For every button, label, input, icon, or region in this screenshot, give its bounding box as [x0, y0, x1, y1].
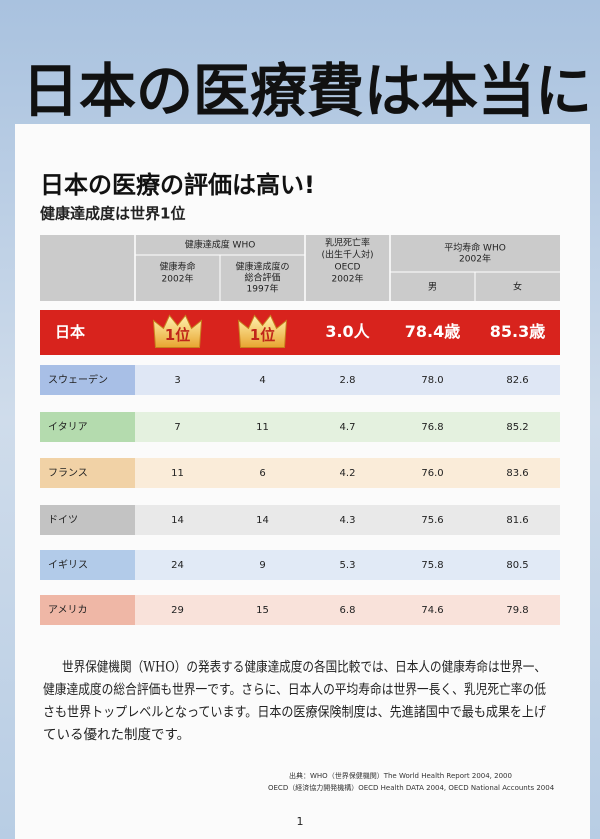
row-label: イギリス	[48, 559, 88, 571]
cell-value: 9	[259, 560, 265, 571]
cell-value: 78.0	[421, 375, 443, 386]
cell-value: 11	[171, 468, 184, 479]
cell-value: 85.2	[506, 422, 528, 433]
column-header: 男	[428, 282, 437, 293]
body-line: ている優れた制度です。	[43, 727, 190, 743]
section-subheading: 健康達成度は世界1位	[40, 205, 185, 223]
crown-icon	[152, 314, 203, 348]
row-label: フランス	[48, 467, 88, 479]
cell-value: 75.6	[421, 515, 443, 526]
column-header: 女	[513, 281, 522, 293]
rank-label: 1位	[165, 326, 190, 344]
row-background	[135, 365, 560, 395]
column-group-header: 平均寿命 WHO	[444, 242, 506, 254]
body-line: さも世界トップレベルとなっています。日本の医療保険制度は、先進諸国中で最も成果を…	[43, 704, 546, 721]
row-label-background	[40, 505, 135, 535]
body-line: 健康達成度の総合評価も世界一です。さらに、日本人の平均寿命は世界一長く、乳児死亡…	[43, 681, 546, 698]
column-header: 1997年	[247, 283, 279, 295]
row-label: 日本	[55, 323, 85, 341]
cell-value: 75.8	[421, 560, 443, 571]
cell-value: 29	[171, 605, 184, 616]
row-label-background	[40, 595, 135, 625]
cell-value: 4	[259, 375, 265, 386]
rank-label: 1位	[250, 326, 275, 344]
cell-value: 2.8	[340, 375, 356, 386]
cell-value: 14	[171, 515, 184, 526]
cell-value: 80.5	[506, 560, 528, 571]
crown-icon	[237, 314, 288, 348]
cell-value: 76.0	[421, 468, 443, 479]
header-background	[40, 235, 560, 301]
body-line: 世界保健機関（WHO）の発表する健康達成度の各国比較では、日本人の健康寿命は世界…	[62, 659, 546, 676]
row-label-background	[40, 412, 135, 442]
page-number: 1	[297, 815, 304, 828]
cell-value: 4.3	[340, 515, 356, 526]
body-text: 世界保健機関（WHO）の発表する健康達成度の各国比較では、日本人の健康寿命は世界…	[43, 659, 546, 744]
column-header: 健康寿命	[159, 261, 195, 273]
cell-value: 6	[259, 468, 265, 479]
row-label-background	[40, 458, 135, 488]
row-label-background	[40, 550, 135, 580]
row-background	[135, 412, 560, 442]
section-heading: 日本の医療の評価は高い!	[40, 171, 315, 199]
column-header: 乳児死亡率	[325, 237, 370, 249]
column-group-header: 健康達成度 WHO	[185, 239, 256, 251]
cell-value: 7	[174, 422, 180, 433]
cell-value: 81.6	[506, 515, 528, 526]
cell-value: 24	[171, 560, 184, 571]
row-label: ドイツ	[48, 515, 78, 526]
cell-value: 5.3	[340, 560, 356, 571]
cell-value: 83.6	[506, 468, 528, 479]
column-header: 健康達成度の	[235, 261, 289, 273]
cell-value: 14	[256, 515, 269, 526]
cell-value: 6.8	[340, 605, 356, 616]
cell-value: 79.8	[506, 605, 528, 616]
row-background	[135, 550, 560, 580]
row-label-background	[40, 365, 135, 395]
column-header: 2002年	[332, 273, 364, 285]
cell-value: 85.3歳	[490, 322, 545, 341]
page-title: 日本の医療費は本当に	[22, 57, 592, 125]
highlight-row	[40, 310, 560, 355]
source-note: 出典：WHO（世界保健機関）The World Health Report 20…	[289, 771, 512, 780]
column-header: 総合評価	[244, 272, 280, 284]
row-background	[135, 458, 560, 488]
column-header: 2002年	[162, 273, 194, 285]
column-header: (出生千人対)	[321, 249, 373, 261]
row-label: アメリカ	[48, 604, 88, 616]
cell-value: 4.2	[340, 468, 356, 479]
cell-value: 3	[174, 375, 180, 386]
cell-value: 4.7	[340, 422, 356, 433]
row-label: スウェーデン	[48, 373, 108, 386]
cell-value: 74.6	[421, 605, 443, 616]
cell-value: 82.6	[506, 375, 528, 386]
table: 健康達成度 WHO健康寿命2002年健康達成度の総合評価1997年乳児死亡率(出…	[40, 235, 560, 625]
column-header: OECD	[335, 263, 361, 273]
column-group-header: 2002年	[459, 253, 491, 265]
cell-value: 11	[256, 422, 269, 433]
cell-value: 78.4歳	[405, 322, 460, 341]
row-label: イタリア	[48, 421, 88, 433]
row-background	[135, 595, 560, 625]
source-note: OECD（経済協力開発機構）OECD Health DATA 2004, OEC…	[268, 783, 555, 792]
row-background	[135, 505, 560, 535]
cell-value: 76.8	[421, 422, 443, 433]
cell-value: 3.0人	[325, 322, 370, 341]
cell-value: 15	[256, 605, 269, 616]
